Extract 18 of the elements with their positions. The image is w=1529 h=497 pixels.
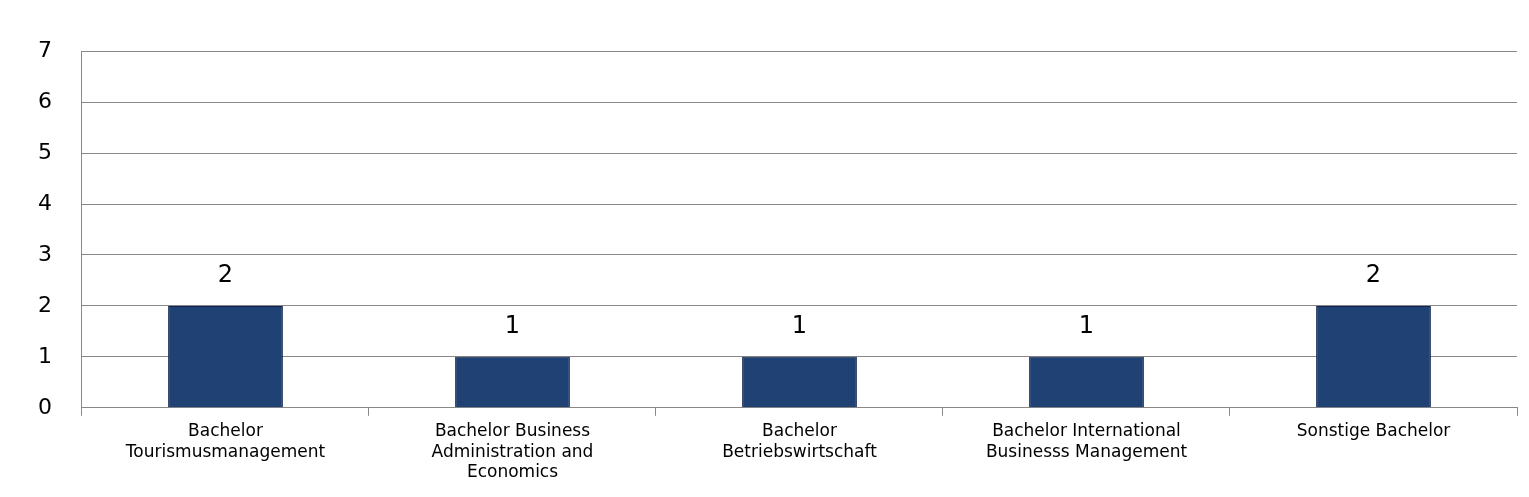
data-label: 2 [217,260,234,289]
y-tick-label: 7 [38,36,52,62]
y-tick-label: 5 [38,138,52,164]
y-tick-label: 2 [38,291,52,317]
x-tick-label: Bachelor International Businesss Management [985,420,1188,461]
y-tick-label: 4 [38,189,52,215]
x-tick-label: Bachelor Tourismusmanagement [124,420,326,461]
data-label: 1 [504,311,521,340]
y-tick-label: 3 [38,240,52,266]
x-tick-label: Bachelor Betriebswirtschaft [722,420,878,461]
data-label: 2 [1365,260,1382,289]
y-tick-label: 0 [38,393,52,419]
y-tick-label: 1 [38,342,52,368]
data-label: 1 [791,311,808,340]
x-tick-label: Bachelor Business Administration and Economics [431,420,594,482]
data-label: 1 [1078,311,1095,340]
y-tick-label: 6 [38,87,52,113]
x-tick-label: Sonstige Bachelor [1296,420,1451,441]
